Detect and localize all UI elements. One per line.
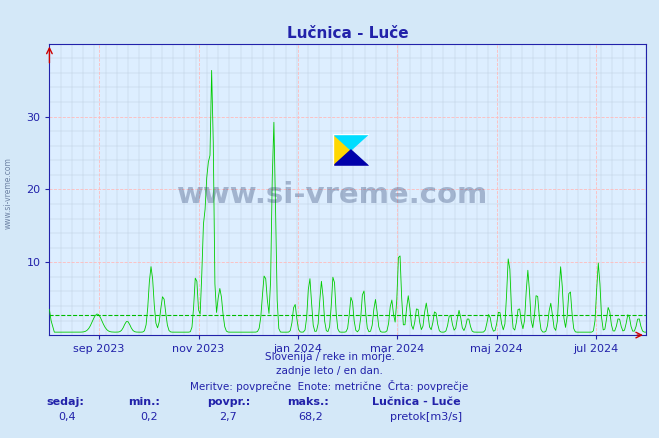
Text: Meritve: povprečne  Enote: metrične  Črta: povprečje: Meritve: povprečne Enote: metrične Črta:… — [190, 380, 469, 392]
Polygon shape — [333, 134, 351, 166]
Text: www.si-vreme.com: www.si-vreme.com — [177, 181, 488, 209]
Text: 0,4: 0,4 — [58, 412, 76, 422]
Text: Lučnica - Luče: Lučnica - Luče — [372, 397, 461, 407]
Text: min.:: min.: — [129, 397, 160, 407]
Text: 68,2: 68,2 — [299, 412, 324, 422]
Text: pretok[m3/s]: pretok[m3/s] — [390, 412, 462, 422]
Text: www.si-vreme.com: www.si-vreme.com — [3, 157, 13, 229]
Text: 0,2: 0,2 — [140, 412, 158, 422]
Text: povpr.:: povpr.: — [208, 397, 251, 407]
Text: maks.:: maks.: — [287, 397, 328, 407]
Text: 2,7: 2,7 — [219, 412, 237, 422]
Text: sedaj:: sedaj: — [46, 397, 84, 407]
Polygon shape — [333, 134, 369, 150]
Polygon shape — [333, 150, 369, 166]
Text: zadnje leto / en dan.: zadnje leto / en dan. — [276, 367, 383, 376]
Title: Lučnica - Luče: Lučnica - Luče — [287, 26, 409, 41]
Text: Slovenija / reke in morje.: Slovenija / reke in morje. — [264, 352, 395, 362]
